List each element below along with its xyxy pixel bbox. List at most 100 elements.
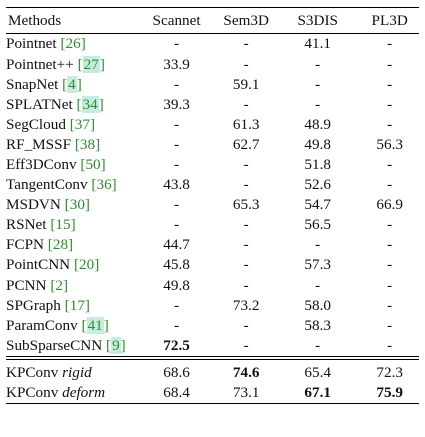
value-cell: 58.3 — [304, 316, 331, 334]
value-cell: 39.3 — [163, 95, 190, 113]
value-cell: - — [174, 196, 180, 214]
table-row: Pointnet [26] - - 41.1 - — [6, 34, 419, 55]
method-name: RSNet — [6, 216, 47, 234]
results-body: Pointnet [26] - - 41.1 - Pointnet++ [27] 33.9 -… — [6, 34, 419, 404]
value-cell: 43.8 — [163, 176, 190, 194]
value-cell: - — [243, 276, 249, 294]
value-cell: - — [315, 276, 321, 294]
citation[interactable]: [34] — [76, 95, 104, 113]
table-row: SPGraph [17] - 73.2 58.0 - — [6, 295, 419, 315]
table-row: SubSparseCNN [9] 72.5 - - - — [6, 335, 419, 356]
citation[interactable]: [27] — [77, 55, 105, 73]
citation[interactable]: [15] — [50, 216, 76, 234]
value-cell: 73.1 — [217, 382, 276, 404]
value-cell: 68.6 — [135, 355, 218, 383]
header-row: Methods Scannet Sem3D S3DIS PL3D — [6, 7, 419, 34]
citation[interactable]: [38] — [74, 135, 101, 153]
value-cell: - — [243, 236, 249, 254]
value-cell: - — [174, 75, 180, 93]
citation-number: 20 — [79, 256, 95, 274]
method-name: Pointnet++ — [6, 55, 74, 73]
value-cell: - — [315, 95, 321, 113]
method-cell: KPConv rigid — [6, 355, 136, 383]
table-row-ours: KPConv rigid 68.6 74.6 65.4 72.3 — [6, 355, 419, 383]
header-methods: Methods — [6, 7, 136, 34]
value-cell: - — [174, 296, 180, 314]
table-row: SnapNet [4] - 59.1 - - — [6, 74, 419, 94]
value-cell: 48.9 — [304, 115, 331, 133]
value-cell: - — [387, 95, 393, 113]
results-table: Methods Scannet Sem3D S3DIS PL3D Pointne… — [6, 7, 419, 404]
method-name: TangentConv — [6, 176, 88, 194]
method-cell: RSNet [15] — [6, 215, 136, 235]
method-name: SnapNet — [6, 75, 59, 93]
value-cell: 65.4 — [275, 355, 361, 383]
value-cell: - — [387, 55, 393, 73]
citation-number: 27 — [82, 55, 100, 73]
value-cell: 52.6 — [304, 176, 331, 194]
value-cell: - — [243, 176, 249, 194]
value-cell: - — [243, 35, 249, 53]
value-cell: 74.6 — [217, 355, 276, 383]
value-cell: 49.8 — [163, 276, 190, 294]
method-name: SPGraph — [6, 296, 61, 314]
value-cell: 58.0 — [304, 296, 331, 314]
table-row: PCNN [2] 49.8 - - - — [6, 275, 419, 295]
citation[interactable]: [4] — [62, 75, 82, 93]
citation[interactable]: [26] — [60, 35, 86, 53]
value-cell: - — [243, 216, 249, 234]
method-name: KPConv — [6, 384, 59, 402]
table-row-ours: KPConv deform 68.4 73.1 67.1 75.9 — [6, 382, 419, 404]
citation-number: 9 — [111, 336, 121, 354]
value-cell: 72.3 — [360, 355, 419, 383]
method-cell: SnapNet [4] — [6, 74, 136, 94]
citation[interactable]: [30] — [64, 196, 90, 214]
method-cell: SegCloud [37] — [6, 114, 136, 134]
value-cell: - — [387, 115, 393, 133]
value-cell: 54.7 — [304, 196, 331, 214]
citation[interactable]: [41] — [81, 316, 109, 334]
citation[interactable]: [28] — [47, 236, 74, 254]
value-cell: 57.3 — [304, 256, 331, 274]
value-cell: 56.5 — [304, 216, 331, 234]
value-cell: - — [315, 236, 321, 254]
value-cell: - — [387, 216, 393, 234]
method-variant: rigid — [62, 363, 92, 381]
value-cell: 59.1 — [232, 75, 260, 93]
value-cell: - — [174, 316, 180, 334]
method-cell: ParamConv [41] — [6, 315, 136, 335]
citation-number: 37 — [74, 115, 90, 133]
citation[interactable]: [50] — [80, 156, 106, 173]
header-scannet: Scannet — [135, 7, 218, 34]
table-row: PointCNN [20] 45.8 - 57.3 - — [6, 255, 419, 275]
value-cell: 49.8 — [304, 135, 331, 153]
citation[interactable]: [2] — [50, 276, 69, 294]
value-cell: 72.5 — [163, 336, 190, 354]
table-row: FCPN [28] 44.7 - - - — [6, 235, 419, 255]
citation[interactable]: [20] — [73, 256, 100, 274]
method-variant: deform — [62, 384, 106, 402]
value-cell: - — [243, 336, 249, 354]
citation[interactable]: [9] — [106, 336, 126, 354]
citation[interactable]: [17] — [64, 296, 90, 314]
value-cell: - — [243, 95, 249, 113]
value-cell: 56.3 — [376, 135, 403, 153]
table-row: RSNet [15] - - 56.5 - — [6, 215, 419, 235]
table-row: MSDVN [30] - 65.3 54.7 66.9 — [6, 195, 419, 215]
citation-number: 26 — [65, 35, 81, 53]
citation-number: 30 — [69, 196, 85, 214]
citation-number: 36 — [96, 176, 112, 194]
citation[interactable]: [37] — [69, 115, 96, 133]
method-name: SegCloud — [6, 115, 66, 133]
citation[interactable]: [36] — [91, 176, 117, 194]
double-rule — [6, 359, 419, 360]
value-cell: 66.9 — [376, 196, 403, 214]
value-cell: - — [174, 135, 180, 153]
value-cell: - — [387, 276, 393, 294]
value-cell: 41.1 — [304, 35, 331, 53]
table-row: SegCloud [37] - 61.3 48.9 - — [6, 114, 419, 134]
method-cell: SPLATNet [34] — [6, 94, 136, 114]
value-cell: 33.9 — [163, 55, 190, 73]
value-cell: - — [174, 35, 180, 53]
